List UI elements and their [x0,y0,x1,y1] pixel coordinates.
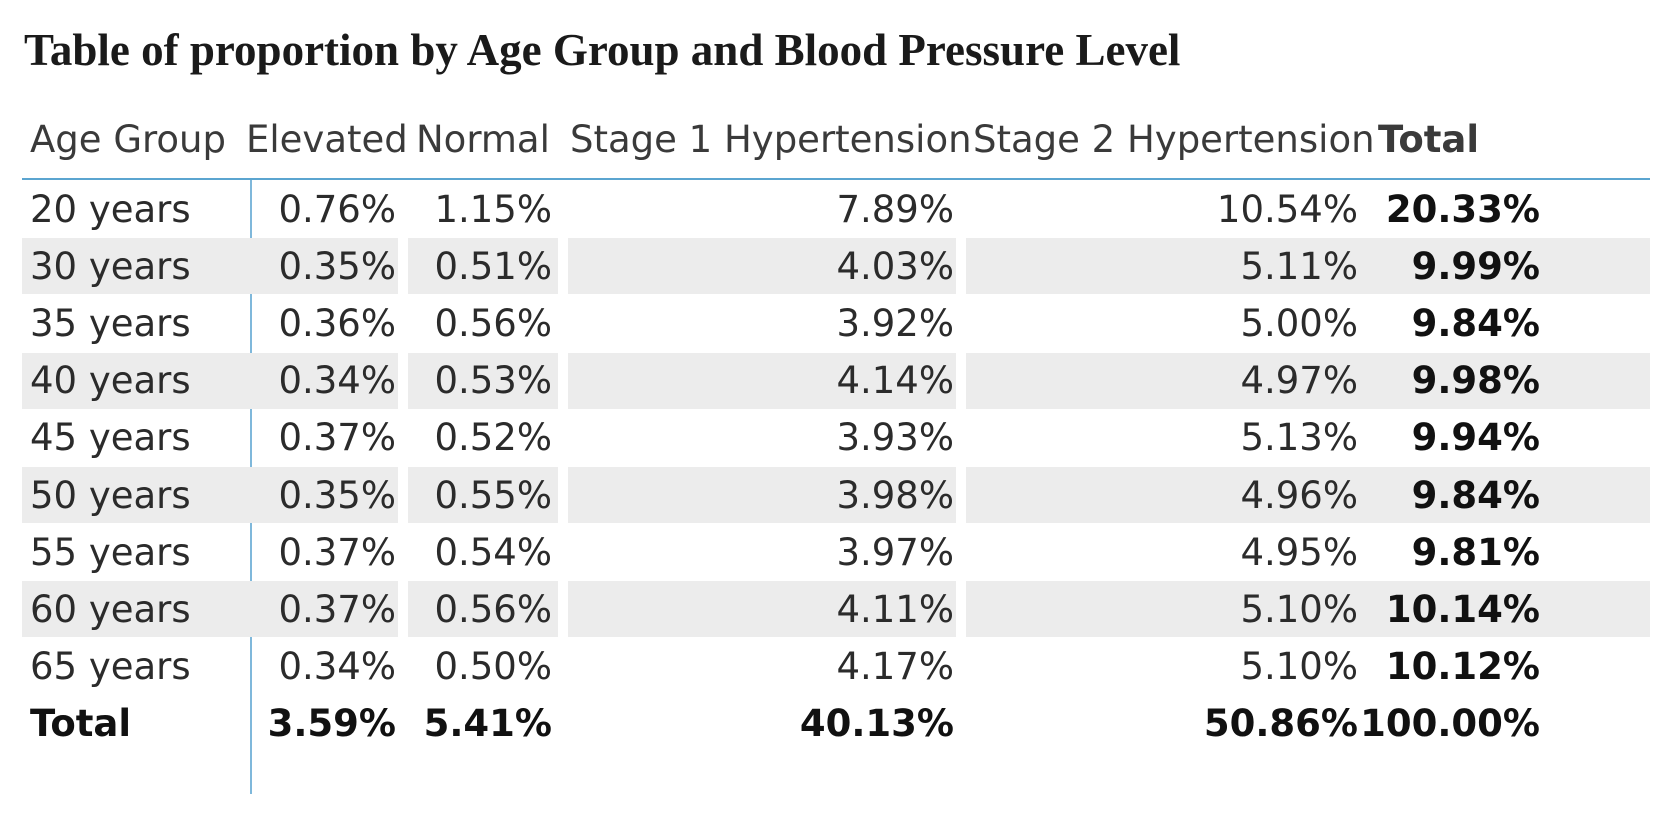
total-stage-1: 40.13% [799,702,954,746]
total-stage-2: 50.86% [1203,702,1358,746]
cell-elevated: 0.37% [278,416,396,460]
row-label: 50 years [30,473,191,517]
cell-stage-1: 4.17% [836,645,954,689]
table-row: 65 years 0.34% 0.50% 4.17% 5.10% 10.12% [22,639,1650,695]
table-row: 60 years 0.37% 0.56% 4.11% 5.10% 10.14% [22,581,1650,638]
table-row: 40 years 0.34% 0.53% 4.14% 4.97% 9.98% [22,352,1650,409]
cell-stage-1: 3.97% [836,530,954,574]
cell-total: 9.94% [1411,416,1540,460]
cell-normal: 0.54% [434,530,552,574]
cell-elevated: 0.36% [278,301,396,345]
cell-normal: 0.53% [434,359,552,403]
cell-stage-2: 5.00% [1240,301,1358,345]
table-row: 20 years 0.76% 1.15% 7.89% 10.54% 20.33% [22,181,1650,237]
col-header-elevated: Elevated [246,117,408,161]
table-row: 55 years 0.37% 0.54% 3.97% 4.95% 9.81% [22,524,1650,580]
cell-normal: 0.50% [434,645,552,689]
cell-normal: 0.52% [434,416,552,460]
total-elevated: 3.59% [267,702,396,746]
cell-total: 9.84% [1411,301,1540,345]
row-label: 55 years [30,530,191,574]
band-gap [558,467,568,523]
cell-elevated: 0.35% [278,244,396,288]
row-label: 40 years [30,359,191,403]
page-title: Table of proportion by Age Group and Blo… [24,25,1181,75]
cell-stage-2: 4.95% [1240,530,1358,574]
cell-stage-2: 5.11% [1240,244,1358,288]
row-label: 20 years [30,187,191,231]
cell-stage-2: 10.54% [1216,187,1358,231]
cell-stage-2: 5.13% [1240,416,1358,460]
cell-total: 9.81% [1411,530,1540,574]
cell-elevated: 0.34% [278,645,396,689]
cell-stage-2: 4.97% [1240,359,1358,403]
col-header-age-group: Age Group [30,117,226,161]
cell-normal: 0.56% [434,587,552,631]
cell-elevated: 0.37% [278,530,396,574]
cell-elevated: 0.76% [278,187,396,231]
header-row: Age Group Elevated Normal Stage 1 Hypertens… [22,96,1650,180]
cell-total: 9.84% [1411,473,1540,517]
cell-stage-1: 4.11% [836,587,954,631]
table-row: 45 years 0.37% 0.52% 3.93% 5.13% 9.94% [22,410,1650,466]
band-gap [398,467,408,523]
row-label: 60 years [30,587,191,631]
total-normal: 5.41% [423,702,552,746]
cell-total: 9.99% [1411,244,1540,288]
band-gap [956,581,966,638]
cell-total: 9.98% [1411,359,1540,403]
total-row: Total 3.59% 5.41% 40.13% 50.86% 100.00% [22,696,1650,752]
cell-total: 10.12% [1385,645,1540,689]
col-header-normal: Normal [416,117,550,161]
band-gap [956,238,966,295]
cell-stage-1: 4.14% [836,359,954,403]
band-gap [558,238,568,295]
matrix-table: Age Group Elevated Normal Stage 1 Hypertens… [22,96,1650,796]
cell-normal: 1.15% [434,187,552,231]
cell-stage-1: 7.89% [836,187,954,231]
row-label: 65 years [30,645,191,689]
band-gap [558,352,568,409]
total-total: 100.00% [1360,702,1540,746]
cell-normal: 0.55% [434,473,552,517]
cell-elevated: 0.35% [278,473,396,517]
cell-stage-1: 3.98% [836,473,954,517]
band-gap [558,581,568,638]
cell-stage-2: 5.10% [1240,587,1358,631]
cell-elevated: 0.37% [278,587,396,631]
band-gap [956,352,966,409]
cell-elevated: 0.34% [278,359,396,403]
table-row: 35 years 0.36% 0.56% 3.92% 5.00% 9.84% [22,295,1650,351]
band-gap [956,467,966,523]
cell-normal: 0.51% [434,244,552,288]
cell-stage-1: 4.03% [836,244,954,288]
cell-stage-2: 5.10% [1240,645,1358,689]
band-gap [398,352,408,409]
table-row: 30 years 0.35% 0.51% 4.03% 5.11% 9.99% [22,238,1650,295]
band-gap [398,238,408,295]
cell-stage-2: 4.96% [1240,473,1358,517]
table-row: 50 years 0.35% 0.55% 3.98% 4.96% 9.84% [22,467,1650,523]
row-label: 35 years [30,301,191,345]
cell-total: 20.33% [1385,187,1540,231]
cell-total: 10.14% [1385,587,1540,631]
cell-normal: 0.56% [434,301,552,345]
col-header-stage-1: Stage 1 Hypertension [570,117,972,161]
cell-stage-1: 3.92% [836,301,954,345]
cell-stage-1: 3.93% [836,416,954,460]
row-label: 45 years [30,416,191,460]
row-label: 30 years [30,244,191,288]
total-label: Total [30,702,132,746]
band-gap [398,581,408,638]
col-header-total: Total [1378,117,1480,161]
col-header-stage-2: Stage 2 Hypertension [973,117,1375,161]
